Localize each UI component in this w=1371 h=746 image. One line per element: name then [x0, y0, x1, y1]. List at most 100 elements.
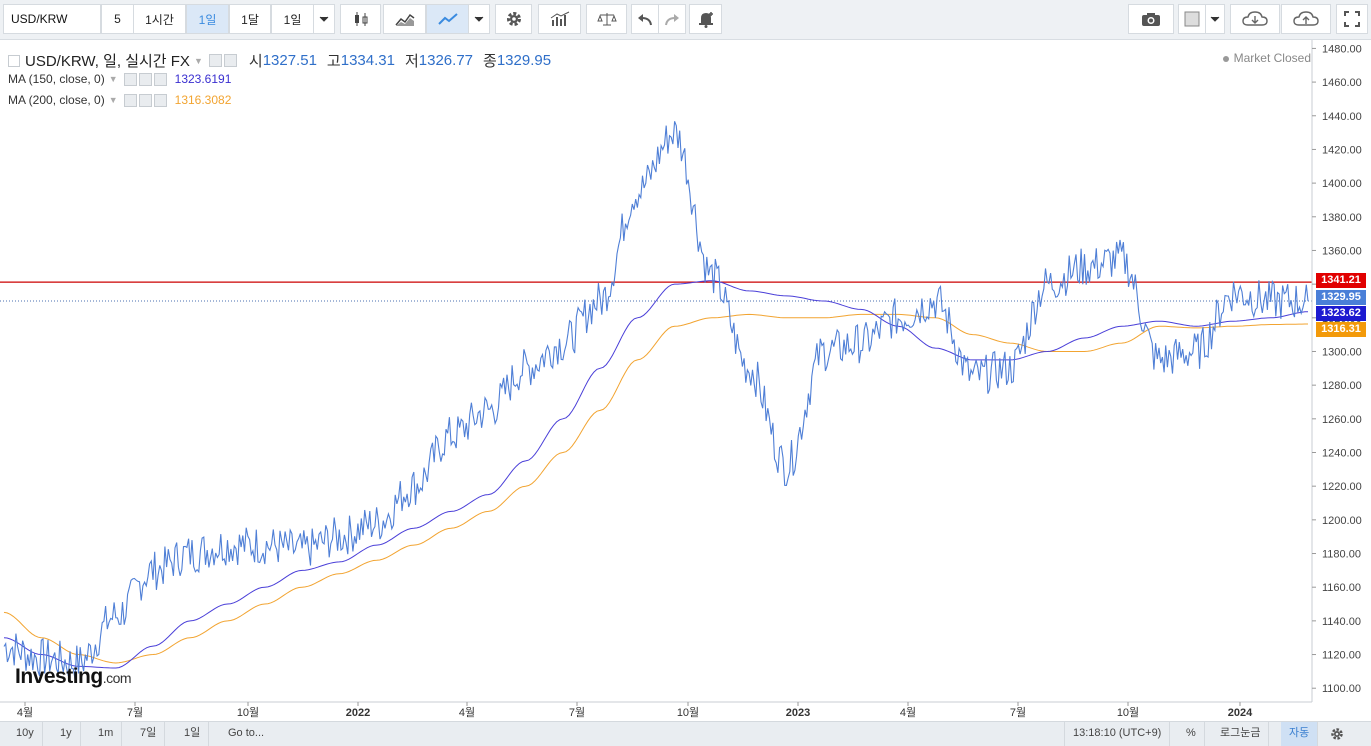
y-tick-label: 1280.00 — [1322, 380, 1362, 392]
price-chart[interactable]: 1480.00 1460.00 1440.00 1420.00 1400.00 1380.… — [0, 40, 1371, 720]
auto-scale-button[interactable]: 자동 — [1281, 722, 1319, 746]
close-icon[interactable] — [153, 72, 167, 86]
chart-settings-button[interactable] — [1322, 722, 1352, 746]
y-tick-label: 1420.00 — [1322, 144, 1362, 156]
close-icon[interactable] — [153, 93, 167, 107]
y-tick-label: 1200.00 — [1322, 515, 1362, 527]
fullscreen-button[interactable] — [1336, 4, 1368, 34]
range-1d-button[interactable]: 1일 — [176, 722, 210, 746]
x-tick-label: 7월 — [1010, 706, 1026, 719]
x-tick-label: 7월 — [569, 706, 585, 719]
undo-button[interactable] — [631, 4, 659, 34]
eye-icon[interactable] — [123, 72, 137, 86]
y-tick-label: 1380.00 — [1322, 212, 1362, 224]
y-tick-label: 1100.00 — [1322, 683, 1361, 695]
x-tick-label: 7월 — [127, 706, 143, 719]
chevron-down-icon — [1210, 16, 1220, 22]
ma200-line[interactable] — [3, 313, 1308, 664]
redo-button[interactable] — [658, 4, 686, 34]
chevron-down-icon[interactable]: ▼ — [108, 95, 118, 105]
low-label: 저 — [404, 53, 419, 70]
eye-icon[interactable] — [123, 93, 137, 107]
range-1y-button[interactable]: 1y — [52, 722, 81, 746]
camera-icon — [1142, 13, 1160, 26]
goto-date-button[interactable]: Go to... — [228, 727, 265, 739]
gear-icon[interactable] — [223, 54, 237, 67]
range-10y-button[interactable]: 10y — [8, 722, 43, 746]
y-tick-label: 1400.00 — [1322, 178, 1362, 190]
timezone-display[interactable]: 13:18:10 (UTC+9) — [1064, 722, 1171, 746]
chevron-down-icon — [474, 16, 484, 22]
instrument-title: USD/KRW, 일, 실시간 FX — [25, 53, 190, 70]
bottom-bar: 10y 1y 1m 7일 1일 Go to... 13:18:10 (UTC+9… — [0, 721, 1371, 746]
interval-menu-button[interactable] — [313, 4, 335, 34]
candlestick-chart-button[interactable] — [340, 4, 381, 34]
load-chart-button[interactable] — [1230, 4, 1280, 34]
indicators-button[interactable] — [538, 4, 581, 34]
ma200-value: 1316.3082 — [174, 93, 232, 107]
close-label: 종 — [483, 53, 497, 70]
interval-1month-button[interactable]: 1달 — [229, 4, 271, 34]
redo-icon — [665, 14, 679, 26]
market-status: Market Closed — [1222, 51, 1311, 65]
symbol-search-input[interactable]: USD/KRW — [3, 4, 101, 34]
chevron-down-icon — [319, 16, 329, 22]
toolbar: USD/KRW 5 1시간 1일 1달 1일 — [0, 0, 1371, 40]
screenshot-button[interactable] — [1128, 4, 1174, 34]
main-legend: USD/KRW, 일, 실시간 FX ▼ 시 1327.51 고 1334.31 저… — [8, 50, 551, 71]
y-tick-label: 1360.00 — [1322, 245, 1362, 257]
investing-logo: Investing.com — [15, 665, 132, 688]
range-1m-button[interactable]: 1m — [90, 722, 123, 746]
range-7d-button[interactable]: 7일 — [132, 722, 166, 746]
chevron-down-icon[interactable]: ▼ — [108, 74, 118, 84]
alert-button[interactable] — [689, 4, 722, 34]
y-tick-label: 1140.00 — [1322, 616, 1361, 628]
compare-button[interactable] — [586, 4, 627, 34]
x-tick-label: 10월 — [677, 706, 699, 719]
eye-icon[interactable] — [208, 54, 222, 67]
line-chart-button[interactable] — [426, 4, 469, 34]
y-tick-label: 1480.00 — [1322, 43, 1362, 55]
last-price-tag: 1329.95 — [1316, 290, 1366, 305]
interval-1day-button[interactable]: 1일 — [186, 4, 229, 34]
close-value: 1329.95 — [496, 52, 552, 69]
y-tick-label: 1120.00 — [1322, 650, 1361, 662]
gear-icon[interactable] — [138, 72, 152, 86]
x-tick-label: 4월 — [900, 706, 916, 719]
log-scale-button[interactable]: 로그눈금 — [1212, 722, 1270, 746]
chevron-down-icon[interactable]: ▼ — [193, 55, 203, 66]
percent-scale-button[interactable]: % — [1178, 722, 1205, 746]
interval-dropdown-button[interactable]: 1일 — [271, 4, 314, 34]
interval-5min-button[interactable]: 5 — [101, 4, 134, 34]
balance-scale-icon — [596, 13, 617, 26]
high-value: 1334.31 — [340, 52, 395, 69]
collapse-legend-button[interactable] — [8, 54, 20, 67]
undo-icon — [638, 14, 652, 26]
chart-area[interactable]: 1480.00 1460.00 1440.00 1420.00 1400.00 1380.… — [0, 40, 1371, 720]
x-tick-label: 10월 — [237, 706, 259, 719]
low-value: 1326.77 — [418, 52, 474, 69]
interval-1hour-button[interactable]: 1시간 — [133, 4, 186, 34]
ma150-label: MA (150, close, 0) — [8, 72, 105, 86]
y-tick-label: 1460.00 — [1322, 77, 1362, 89]
gear-icon[interactable] — [138, 93, 152, 107]
save-chart-button[interactable] — [1281, 4, 1331, 34]
price-line[interactable] — [3, 121, 1309, 680]
ma200-label: MA (200, close, 0) — [8, 93, 105, 107]
ma200-legend: MA (200, close, 0) ▼ 1316.3082 — [8, 93, 231, 107]
open-label: 시 — [248, 53, 263, 70]
candlestick-icon — [354, 12, 367, 26]
ma150-price-tag: 1323.62 — [1316, 306, 1366, 321]
color-menu-button[interactable] — [1205, 4, 1225, 34]
area-chart-button[interactable] — [383, 4, 426, 34]
settings-button[interactable] — [495, 4, 532, 34]
cloud-upload-icon — [1293, 11, 1319, 26]
color-picker-button[interactable] — [1178, 4, 1206, 34]
ma150-legend: MA (150, close, 0) ▼ 1323.6191 — [8, 72, 231, 86]
gear-icon — [1331, 728, 1343, 740]
y-tick-label: 1240.00 — [1322, 448, 1362, 460]
chart-type-menu-button[interactable] — [468, 4, 490, 34]
ma150-line[interactable] — [3, 280, 1309, 669]
y-tick-label: 1300.00 — [1322, 346, 1362, 358]
